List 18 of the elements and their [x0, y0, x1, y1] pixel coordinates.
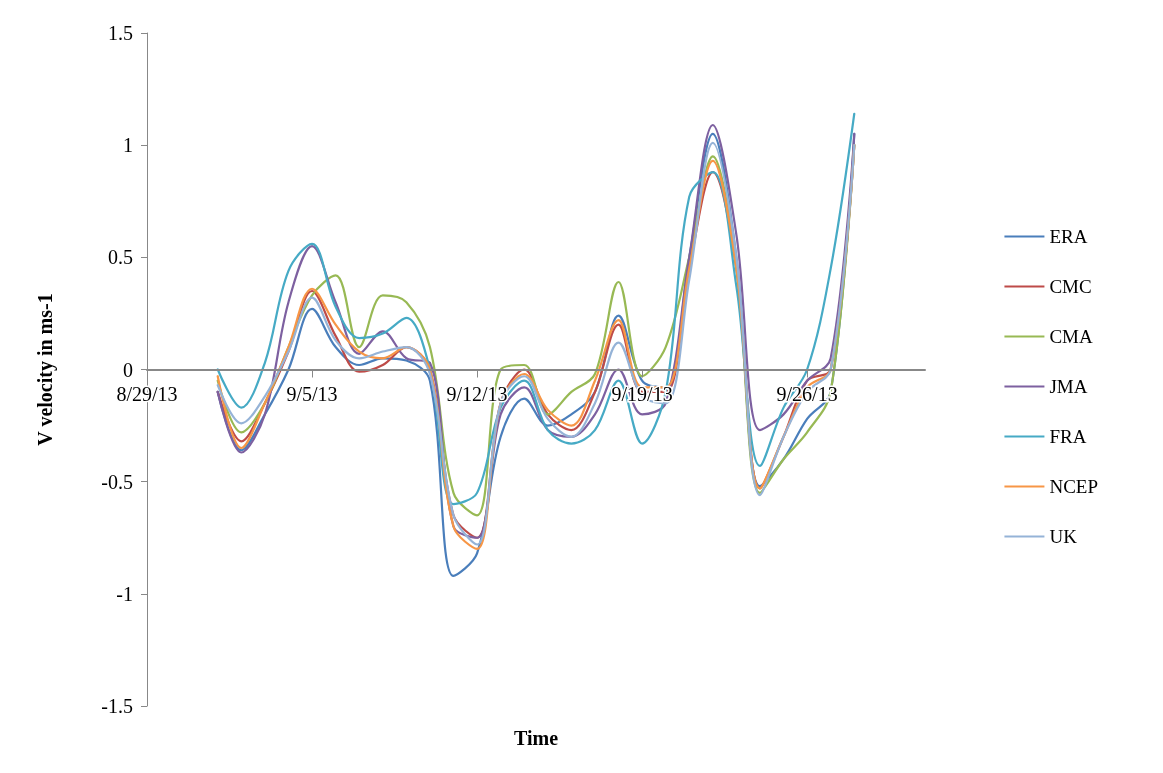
y-tick-label: 1.5 [108, 22, 133, 44]
y-tick-label: -0.5 [101, 470, 133, 493]
y-tick-label: 1 [123, 134, 133, 157]
legend-label: NCEP [1049, 476, 1099, 497]
y-axis-title: V velocity in ms-1 [34, 293, 57, 446]
legend-label: FRA [1049, 426, 1087, 447]
legend-label: CMA [1049, 326, 1093, 347]
y-tick-label: -1 [116, 582, 133, 605]
y-tick-label: 0.5 [108, 246, 133, 269]
legend-label: ERA [1049, 226, 1088, 247]
legend-label: UK [1049, 526, 1078, 547]
x-tick-label: 8/29/13 [116, 382, 178, 405]
y-tick-label: 0 [123, 358, 133, 381]
x-axis-title: Time [513, 727, 559, 749]
legend-label: JMA [1049, 376, 1088, 397]
legend-label: CMC [1049, 276, 1092, 297]
x-tick-label: 9/5/13 [286, 382, 338, 405]
y-tick-label: -1.5 [101, 695, 133, 717]
